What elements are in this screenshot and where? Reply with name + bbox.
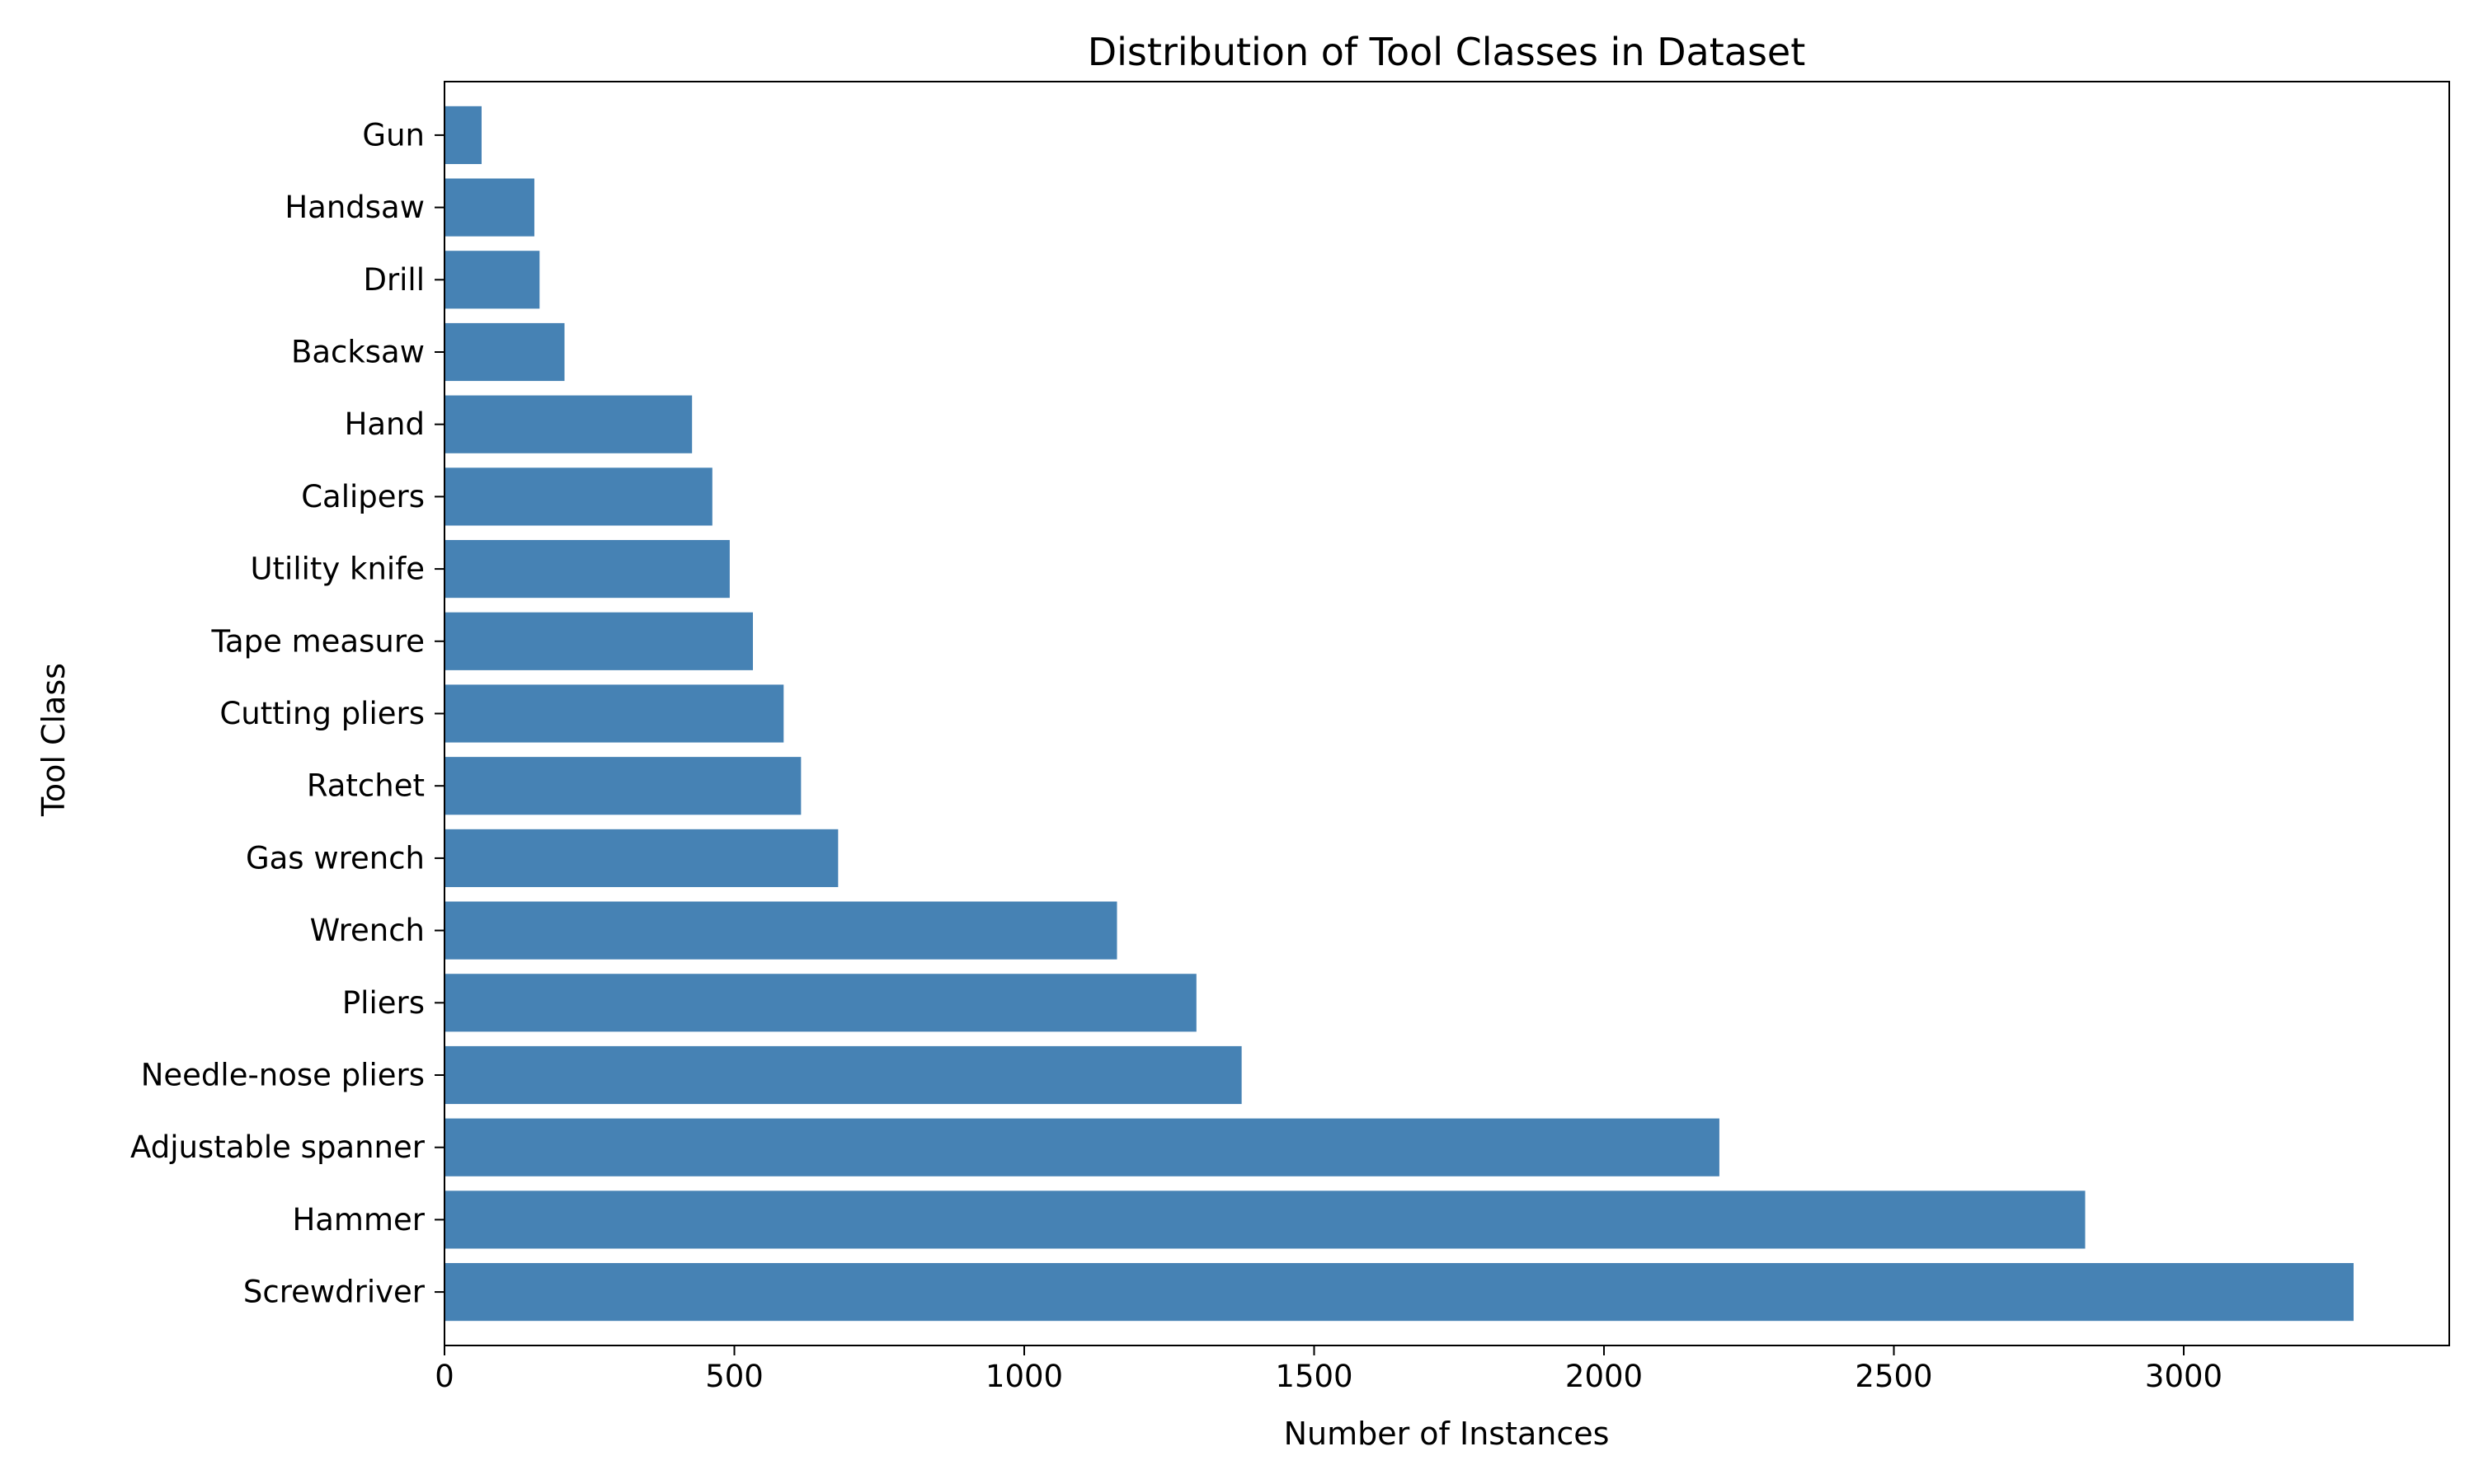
x-tick-label: 1000 bbox=[985, 1359, 1063, 1394]
y-tick-label: Ratchet bbox=[307, 768, 425, 804]
x-tick-label: 500 bbox=[705, 1359, 764, 1394]
y-tick-label: Needle-nose pliers bbox=[141, 1058, 425, 1093]
y-tick-label: Tape measure bbox=[210, 623, 425, 659]
bar-calipers bbox=[444, 467, 713, 526]
y-tick-label: Utility knife bbox=[250, 552, 425, 587]
y-tick-label: Cutting pliers bbox=[219, 696, 425, 731]
bar-drill bbox=[444, 251, 540, 309]
x-tick-label: 2000 bbox=[1565, 1359, 1643, 1394]
y-axis-label: Tool Class bbox=[35, 663, 72, 817]
bar-ratchet bbox=[444, 757, 802, 815]
y-tick-label: Gun bbox=[362, 117, 425, 153]
bar-cutting-pliers bbox=[444, 684, 784, 743]
bar-adjustable-spanner bbox=[444, 1118, 1719, 1176]
y-tick-label: Handsaw bbox=[285, 190, 425, 225]
y-tick-label: Hammer bbox=[292, 1202, 425, 1237]
y-tick-label: Hand bbox=[345, 406, 425, 442]
bar-wrench bbox=[444, 901, 1117, 960]
x-tick-label: 2500 bbox=[1855, 1359, 1932, 1394]
y-tick-label: Backsaw bbox=[291, 334, 425, 369]
bar-gun bbox=[444, 106, 482, 164]
bar-hand bbox=[444, 395, 693, 453]
y-tick-label: Gas wrench bbox=[246, 840, 425, 876]
bar-hammer bbox=[444, 1190, 2086, 1249]
ticks-layer: Screwdriver Hammer Adjustable spanner Needl… bbox=[130, 117, 2222, 1394]
bar-backsaw bbox=[444, 322, 565, 382]
y-tick-label: Calipers bbox=[301, 479, 425, 514]
y-tick-label: Adjustable spanner bbox=[130, 1129, 426, 1165]
bar-pliers bbox=[444, 974, 1197, 1032]
y-tick-label: Wrench bbox=[310, 913, 425, 948]
x-tick-label: 3000 bbox=[2145, 1359, 2222, 1394]
bar-utility-knife bbox=[444, 540, 730, 599]
bar-tape-measure bbox=[444, 612, 753, 670]
y-tick-label: Drill bbox=[363, 262, 425, 298]
bar-handsaw bbox=[444, 178, 534, 237]
x-tick-label: 1500 bbox=[1275, 1359, 1352, 1394]
bar-gas-wrench bbox=[444, 829, 839, 887]
x-axis-label: Number of Instances bbox=[1284, 1416, 1610, 1452]
x-tick-label: 0 bbox=[435, 1359, 454, 1394]
bars-layer bbox=[444, 106, 2354, 1322]
chart-title: Distribution of Tool Classes in Dataset bbox=[1088, 30, 1806, 74]
y-tick-label: Pliers bbox=[342, 985, 425, 1021]
bar-screwdriver bbox=[444, 1263, 2354, 1322]
y-tick-label: Screwdriver bbox=[243, 1275, 426, 1310]
bar-needle-nose-pliers bbox=[444, 1045, 1242, 1105]
